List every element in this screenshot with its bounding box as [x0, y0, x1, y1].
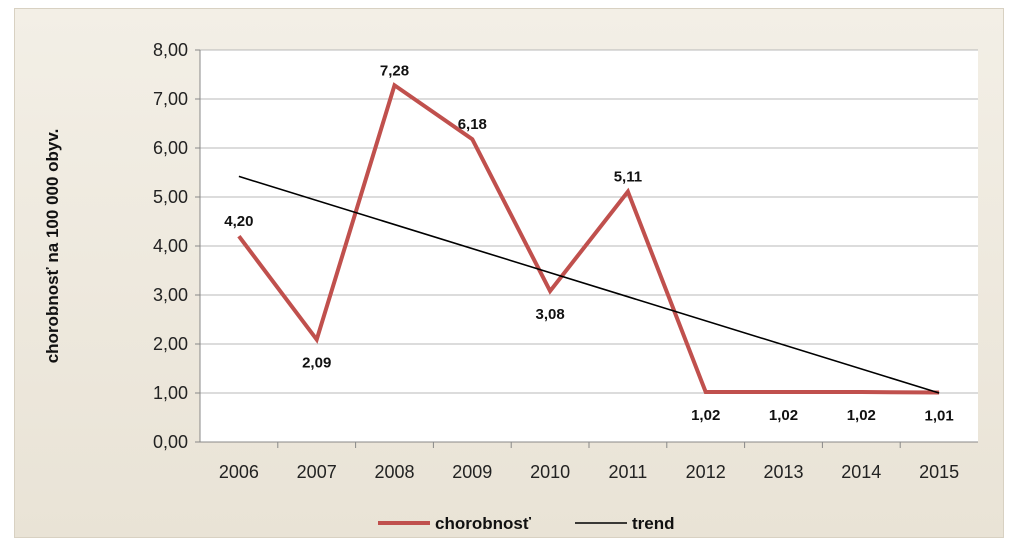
y-tick-label: 6,00	[153, 138, 188, 158]
data-label: 2,09	[302, 355, 331, 372]
y-tick-label: 3,00	[153, 285, 188, 305]
y-tick-label: 8,00	[153, 40, 188, 60]
x-tick-label: 2008	[374, 462, 414, 482]
data-label: 3,08	[535, 306, 564, 323]
y-tick-label: 5,00	[153, 187, 188, 207]
trend-line	[238, 175, 940, 394]
x-tick-label: 2012	[686, 462, 726, 482]
y-tick-label: 4,00	[153, 236, 188, 256]
y-tick-label: 0,00	[153, 432, 188, 452]
x-tick-label: 2013	[763, 462, 803, 482]
x-axis-ticks: 2006 2007 2008 2009 2010 2011 2012 2013 2014 2015	[219, 442, 959, 482]
x-tick-label: 2014	[841, 462, 881, 482]
legend: chorobnosť trend	[378, 514, 675, 533]
data-label: 4,20	[224, 213, 253, 230]
data-label: 6,18	[458, 116, 487, 133]
data-labels: 4,20 2,09 7,28 6,18 3,08 5,11 1,02 1,02 1,02 1,01	[224, 62, 953, 424]
gridlines	[200, 49, 978, 394]
data-label: 1,02	[691, 407, 720, 424]
x-tick-label: 2015	[919, 462, 959, 482]
x-tick-label: 2011	[609, 462, 648, 482]
data-label: 1,01	[924, 408, 953, 425]
y-tick-label: 7,00	[153, 89, 188, 109]
data-label: 1,02	[769, 407, 798, 424]
series-layer	[237, 82, 940, 395]
x-tick-label: 2007	[297, 462, 337, 482]
legend-label-trend: trend	[632, 514, 675, 533]
data-label: 7,28	[380, 62, 409, 79]
y-tick-label: 1,00	[153, 383, 188, 403]
y-axis-title: chorobnosť na 100 000 obyv.	[43, 129, 62, 364]
y-axis-ticks: 0,00 1,00 2,00 3,00 4,00 5,00 6,00 7,00 8,00	[153, 40, 200, 452]
data-label: 5,11	[614, 169, 642, 186]
data-label: 1,02	[847, 407, 876, 424]
y-tick-label: 2,00	[153, 334, 188, 354]
legend-label-chorobnost: chorobnosť	[435, 514, 532, 533]
x-tick-label: 2006	[219, 462, 259, 482]
x-tick-label: 2009	[452, 462, 492, 482]
x-tick-label: 2010	[530, 462, 570, 482]
